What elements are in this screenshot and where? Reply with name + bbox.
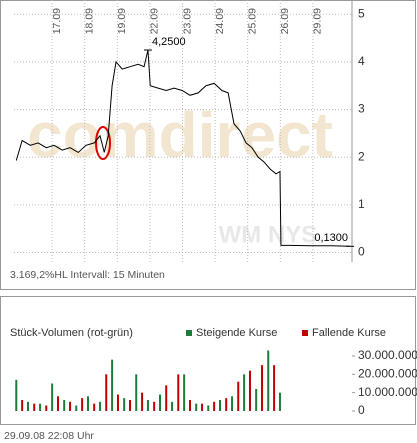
volume-bar — [15, 379, 18, 411]
y-tick-label: 0 — [358, 403, 365, 417]
volume-bar — [105, 374, 108, 411]
volume-bar — [135, 374, 138, 411]
watermark: comdirect — [27, 99, 333, 171]
annotation: 4,2500 — [152, 36, 186, 48]
legend-label: Fallende Kurse — [312, 327, 386, 339]
y-tick-label: 3 — [358, 102, 365, 116]
volume-bar — [183, 374, 186, 411]
volume-bar — [237, 381, 240, 411]
y-tick-label: 0 — [358, 245, 365, 259]
price-line — [15, 49, 351, 247]
y-tick-label: 1 — [358, 197, 365, 211]
volume-bar — [248, 370, 251, 411]
volume-bar — [21, 400, 24, 411]
volume-bar — [111, 359, 114, 411]
watermark: WM NYS — [219, 221, 318, 248]
y-tick-label: 20.000.000 — [358, 367, 417, 381]
annotation: 0,1300 — [314, 232, 348, 244]
volume-bar — [27, 401, 30, 411]
volume-bar — [51, 383, 54, 411]
volume-bar — [57, 396, 60, 411]
volume-bar — [225, 398, 228, 411]
legend-label: Steigende Kurse — [196, 327, 277, 339]
x-tick-label: 22.09 — [149, 8, 161, 34]
x-tick-label: 25.09 — [246, 8, 258, 34]
volume-bar — [123, 398, 126, 411]
volume-bar — [213, 401, 216, 411]
volume-bar — [189, 400, 192, 411]
volume-bar — [261, 365, 264, 411]
volume-bar — [231, 396, 234, 411]
x-tick-label: 29.09 — [312, 8, 324, 34]
volume-bar — [86, 396, 89, 411]
volume-bar — [129, 400, 132, 411]
volume-bar — [81, 398, 84, 411]
volume-bar — [207, 405, 210, 411]
volume-bar — [45, 405, 48, 411]
timestamp: 29.09.08 22:08 Uhr — [4, 430, 94, 442]
y-tick-label: 30.000.000 — [358, 348, 417, 362]
x-tick-label: 19.09 — [116, 8, 128, 34]
volume-bar — [195, 403, 198, 411]
y-tick-label: 5 — [358, 6, 365, 20]
volume-bar — [218, 400, 221, 411]
volume-bar — [165, 385, 168, 411]
volume-bar — [63, 400, 66, 411]
volume-bar — [93, 403, 96, 411]
volume-frame — [0, 296, 416, 425]
volume-bar — [75, 405, 78, 411]
volume-bar — [278, 392, 281, 411]
volume-bar — [201, 403, 204, 411]
legend-swatch — [186, 330, 192, 336]
x-tick-label: 18.09 — [84, 8, 96, 34]
volume-bar — [177, 374, 180, 411]
volume-bar — [243, 374, 246, 411]
x-tick-label: 24.09 — [214, 8, 226, 34]
y-tick-label: 2 — [358, 149, 365, 163]
volume-bar — [69, 401, 72, 411]
volume-bar — [273, 365, 276, 411]
legend-swatch — [302, 330, 308, 336]
volume-title: Stück-Volumen (rot-grün) — [10, 327, 133, 339]
volume-bar — [141, 392, 144, 411]
footer: 3.169,2%HL Intervall: 15 Minuten — [10, 269, 165, 281]
price-frame — [0, 0, 416, 290]
x-tick-label: 17.09 — [51, 8, 63, 34]
volume-bar — [255, 389, 258, 411]
volume-bar — [153, 401, 156, 411]
volume-bar — [267, 350, 270, 411]
x-tick-label: 26.09 — [279, 8, 291, 34]
volume-bar — [116, 394, 119, 411]
highlight — [95, 126, 111, 160]
volume-bar — [39, 403, 42, 411]
volume-bar — [146, 400, 149, 411]
x-tick-label: 23.09 — [181, 8, 193, 34]
volume-bar — [159, 394, 162, 411]
y-tick-label: 10.000.000 — [358, 385, 417, 399]
volume-bar — [171, 401, 174, 411]
volume-bar — [99, 401, 102, 411]
y-tick-label: 4 — [358, 54, 365, 68]
volume-bar — [33, 403, 36, 411]
